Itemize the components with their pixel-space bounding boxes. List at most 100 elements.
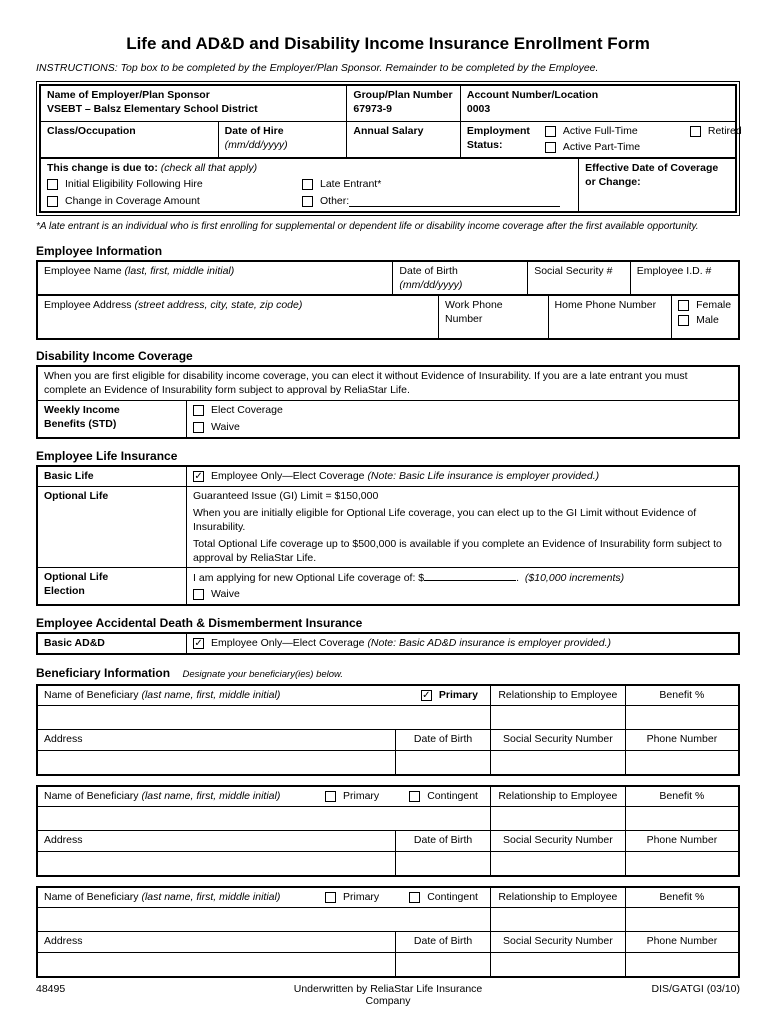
change-initial-label: Initial Eligibility Following Hire: [65, 177, 203, 190]
checkbox-change-coverage[interactable]: [47, 195, 58, 207]
beneficiary1-address-header-cell: Address: [36, 729, 397, 751]
beneficiary2-phone-input-cell[interactable]: [624, 851, 740, 876]
beneficiary1-dob-input-cell[interactable]: [395, 750, 491, 775]
checkbox-beneficiary1-primary-checked[interactable]: ✓: [420, 689, 432, 701]
status-option-part-time[interactable]: Active Part-Time: [544, 140, 690, 155]
beneficiary3-primary-option[interactable]: Primary: [325, 890, 379, 905]
checkbox-basic-life-checked[interactable]: ✓: [193, 470, 205, 482]
beneficiary2-relationship-input-cell[interactable]: [489, 806, 626, 831]
optional-waive-label: Waive: [211, 587, 240, 600]
checkbox-beneficiary2-primary[interactable]: [325, 790, 337, 802]
change-option-initial[interactable]: Initial Eligibility Following Hire: [47, 177, 302, 192]
beneficiary3-ssn-input-cell[interactable]: [489, 952, 626, 977]
gender-option-male[interactable]: Male: [678, 313, 732, 328]
beneficiary1-dob-label: Date of Birth: [413, 733, 473, 745]
beneficiary1-phone-header-cell: Phone Number: [624, 729, 740, 751]
beneficiary1-primary-option[interactable]: ✓ Primary: [420, 688, 478, 703]
status-option-retired[interactable]: Retired: [689, 124, 742, 139]
basic-add-label-cell: Basic AD&D: [36, 632, 188, 654]
beneficiary3-contingent-option[interactable]: Contingent: [409, 890, 478, 905]
beneficiary3-name-hint: (last name, first, middle initial): [141, 890, 281, 903]
optional-waive-option[interactable]: Waive: [193, 587, 732, 602]
beneficiary3-dob-input-cell[interactable]: [395, 952, 491, 977]
checkbox-late-entrant[interactable]: [302, 178, 313, 190]
beneficiary1-address-input-cell[interactable]: [36, 750, 397, 775]
checkbox-std-waive[interactable]: [193, 421, 205, 433]
checkbox-active-full-time[interactable]: [544, 125, 556, 137]
beneficiary3-address-input-cell[interactable]: [36, 952, 397, 977]
employment-status-label: Employment Status:: [466, 124, 530, 151]
group-plan-cell[interactable]: Group/Plan Number 67973-9: [346, 84, 461, 122]
beneficiary3-relationship-input-cell[interactable]: [489, 907, 626, 932]
beneficiary2-name-input-cell[interactable]: [36, 806, 491, 831]
beneficiary3-dob-label: Date of Birth: [413, 935, 473, 947]
beneficiary2-address-input-cell[interactable]: [36, 851, 397, 876]
employer-name-cell[interactable]: Name of Employer/Plan Sponsor VSEBT – Ba…: [39, 84, 348, 122]
beneficiary1-name-hint: (last name, first, middle initial): [141, 688, 281, 701]
change-option-late-entrant[interactable]: Late Entrant*: [302, 177, 572, 192]
effective-date-label: Effective Date of Coverage or Change:: [585, 161, 719, 188]
std-elect-option[interactable]: Elect Coverage: [193, 403, 732, 418]
annual-salary-cell[interactable]: Annual Salary: [346, 120, 461, 158]
basic-life-elect-option[interactable]: ✓ Employee Only—Elect Coverage (Note: Ba…: [193, 469, 732, 484]
checkbox-beneficiary3-contingent[interactable]: [409, 891, 421, 903]
beneficiary1-relationship-input-cell[interactable]: [489, 705, 626, 730]
status-option-full-time[interactable]: Active Full-Time: [544, 124, 690, 139]
checkbox-female[interactable]: [678, 300, 690, 311]
effective-date-cell[interactable]: Effective Date of Coverage or Change:: [578, 156, 737, 212]
checkbox-beneficiary2-contingent[interactable]: [409, 790, 421, 802]
change-option-other[interactable]: Other:: [302, 194, 572, 209]
home-phone-cell[interactable]: Home Phone Number: [547, 294, 673, 340]
employee-dob-cell[interactable]: Date of Birth (mm/dd/yyyy): [392, 260, 529, 295]
gender-option-female[interactable]: Female: [678, 298, 732, 313]
basic-add-elect-option[interactable]: ✓ Employee Only—Elect Coverage (Note: Ba…: [193, 636, 732, 651]
beneficiary1-name-input-cell[interactable]: [36, 705, 491, 730]
class-occupation-cell[interactable]: Class/Occupation: [39, 120, 219, 158]
beneficiary3-name-label: Name of Beneficiary: [44, 890, 139, 903]
status-full-time-label: Active Full-Time: [562, 124, 638, 137]
checkbox-basic-add-checked[interactable]: ✓: [193, 637, 205, 649]
home-phone-label: Home Phone Number: [554, 299, 657, 311]
employee-ssn-cell[interactable]: Social Security #: [527, 260, 631, 295]
checkbox-optional-waive[interactable]: [193, 588, 205, 600]
checkbox-active-part-time[interactable]: [544, 141, 556, 153]
employer-row-2: Class/Occupation Date of Hire (mm/dd/yyy…: [39, 120, 742, 158]
coverage-amount-fill-line[interactable]: [424, 570, 517, 581]
beneficiary2-contingent-option[interactable]: Contingent: [409, 789, 478, 804]
beneficiary2-dob-input-cell[interactable]: [395, 851, 491, 876]
beneficiary2-name-hint: (last name, first, middle initial): [141, 789, 281, 802]
checkbox-initial-eligibility[interactable]: [47, 178, 58, 190]
beneficiary2-benefit-input-cell[interactable]: [624, 806, 740, 831]
checkbox-other[interactable]: [302, 195, 313, 207]
date-of-hire-cell[interactable]: Date of Hire (mm/dd/yyyy): [217, 120, 348, 158]
change-option-coverage-amount[interactable]: Change in Coverage Amount: [47, 194, 302, 209]
std-waive-option[interactable]: Waive: [193, 420, 732, 435]
checkbox-beneficiary3-primary[interactable]: [325, 891, 337, 903]
checkbox-male[interactable]: [678, 315, 690, 326]
std-elect-label: Elect Coverage: [211, 403, 283, 416]
checkbox-std-elect[interactable]: [193, 404, 205, 416]
beneficiary1-ssn-input-cell[interactable]: [489, 750, 626, 775]
election-label-1: Optional Life: [44, 570, 109, 583]
beneficiary2-ssn-input-cell[interactable]: [489, 851, 626, 876]
beneficiary1-benefit-input-cell[interactable]: [624, 705, 740, 730]
employee-name-cell[interactable]: Employee Name (last, first, middle initi…: [36, 260, 394, 295]
beneficiary3-benefit-input-cell[interactable]: [624, 907, 740, 932]
work-phone-cell[interactable]: Work Phone Number: [438, 294, 549, 340]
beneficiary3-name-input-cell[interactable]: [36, 907, 491, 932]
beneficiary3-phone-input-cell[interactable]: [624, 952, 740, 977]
beneficiary1-phone-input-cell[interactable]: [624, 750, 740, 775]
other-fill-line[interactable]: [349, 196, 561, 207]
beneficiary2-address-header-cell: Address: [36, 830, 397, 852]
basic-life-option-cell: ✓ Employee Only—Elect Coverage (Note: Ba…: [186, 465, 740, 487]
beneficiary2-ssn-label: Social Security Number: [503, 834, 613, 846]
account-number-cell[interactable]: Account Number/Location 0003: [459, 84, 737, 122]
increments-note: ($10,000 increments): [524, 571, 625, 584]
beneficiary1-name-header-cell: Name of Beneficiary (last name, first, m…: [36, 684, 491, 706]
beneficiary1-relationship-header-cell: Relationship to Employee: [489, 684, 626, 706]
employee-address-label: Employee Address: [44, 299, 132, 311]
checkbox-retired[interactable]: [689, 125, 701, 137]
employee-address-cell[interactable]: Employee Address (street address, city, …: [36, 294, 440, 340]
employee-id-cell[interactable]: Employee I.D. #: [629, 260, 740, 295]
beneficiary2-primary-option[interactable]: Primary: [325, 789, 379, 804]
